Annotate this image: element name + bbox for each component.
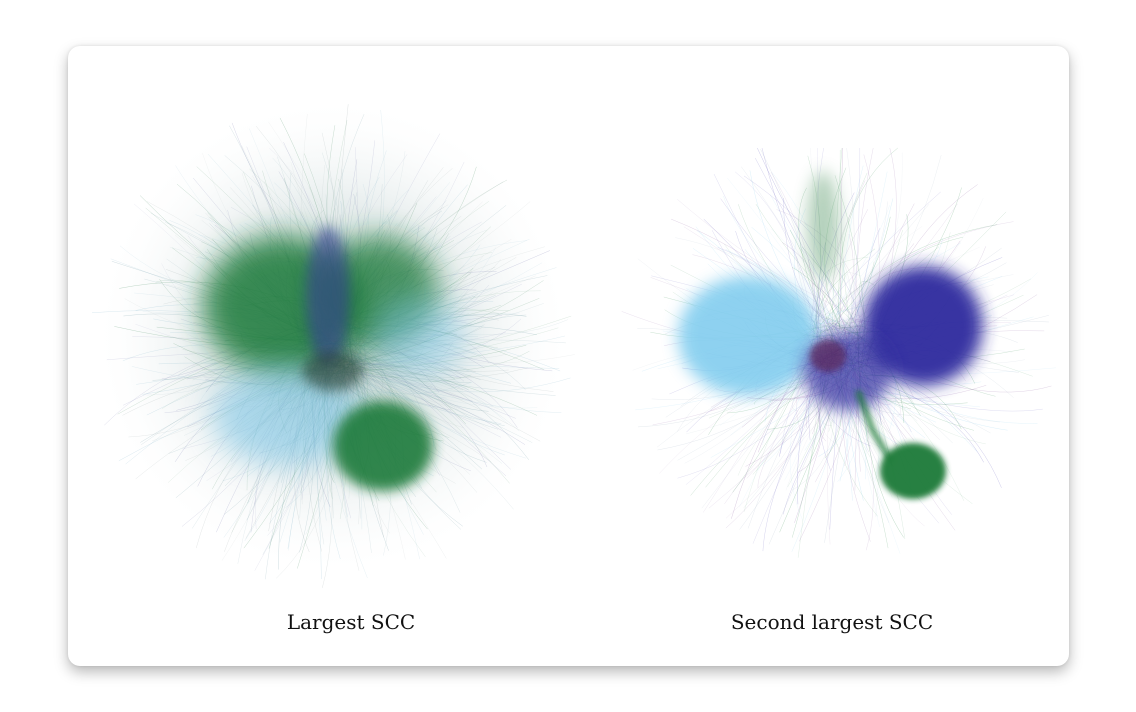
edge-strand [782, 242, 820, 323]
edge-strand [851, 171, 888, 340]
edge-strand [817, 224, 998, 328]
edge-strand [816, 226, 923, 334]
edge-strand [811, 191, 941, 325]
edge-strand [813, 216, 891, 340]
edge-strand [796, 256, 845, 322]
green-cluster-lower [333, 401, 433, 491]
network-largest-scc-graphic [91, 96, 575, 588]
edge-strand [852, 198, 894, 321]
caption-second-largest-scc: Second largest SCC [730, 610, 934, 634]
purple-cluster [306, 226, 350, 366]
dense-core [810, 340, 846, 372]
edge-strand [725, 249, 834, 319]
edge-strand [675, 237, 867, 343]
edge-strand [855, 147, 874, 324]
edge-strand [761, 147, 842, 350]
edge-strand [757, 147, 861, 331]
edge-strand [838, 147, 898, 332]
edge-strand [856, 227, 881, 318]
edge-strand [831, 165, 864, 358]
green-plume [807, 171, 839, 281]
edge-strand [832, 152, 903, 335]
edge-strand [783, 197, 841, 331]
lightblue-cluster [213, 366, 363, 466]
network-second-largest-scc [573, 146, 1068, 636]
green-cluster [880, 443, 946, 499]
edge-strand [840, 272, 862, 317]
edge-strand [757, 371, 814, 489]
edge-strand [824, 204, 930, 328]
green-bridge [855, 389, 894, 463]
lightblue-cluster [678, 276, 818, 396]
edge-strand [789, 229, 835, 344]
edge-strand [741, 166, 838, 335]
edge-strand [842, 201, 888, 334]
edge-strand [840, 147, 843, 318]
edge-strand [816, 248, 876, 327]
edge-strand [837, 236, 964, 343]
edge-strand [859, 280, 875, 318]
network-largest-scc [88, 76, 588, 616]
figure-card: Largest SCC Second largest SCC [68, 46, 1069, 666]
dense-core [303, 351, 363, 391]
edge-strand [813, 221, 1014, 326]
edge-strand [798, 187, 836, 349]
edge-strand [825, 226, 900, 321]
purple-cluster-center [803, 331, 893, 411]
edge-strand [776, 209, 866, 328]
edge-strand [791, 266, 841, 327]
lightblue-cluster-right [373, 296, 463, 376]
edge-strand [755, 203, 862, 330]
edge-strand [677, 199, 863, 318]
edge-strand [751, 227, 841, 334]
caption-largest-scc: Largest SCC [286, 610, 416, 634]
edge-strand [814, 205, 890, 341]
edge-strand [839, 149, 851, 331]
purple-cluster [863, 266, 983, 386]
edge-strand [820, 264, 843, 327]
network-second-largest-scc-graphic [621, 147, 1057, 558]
